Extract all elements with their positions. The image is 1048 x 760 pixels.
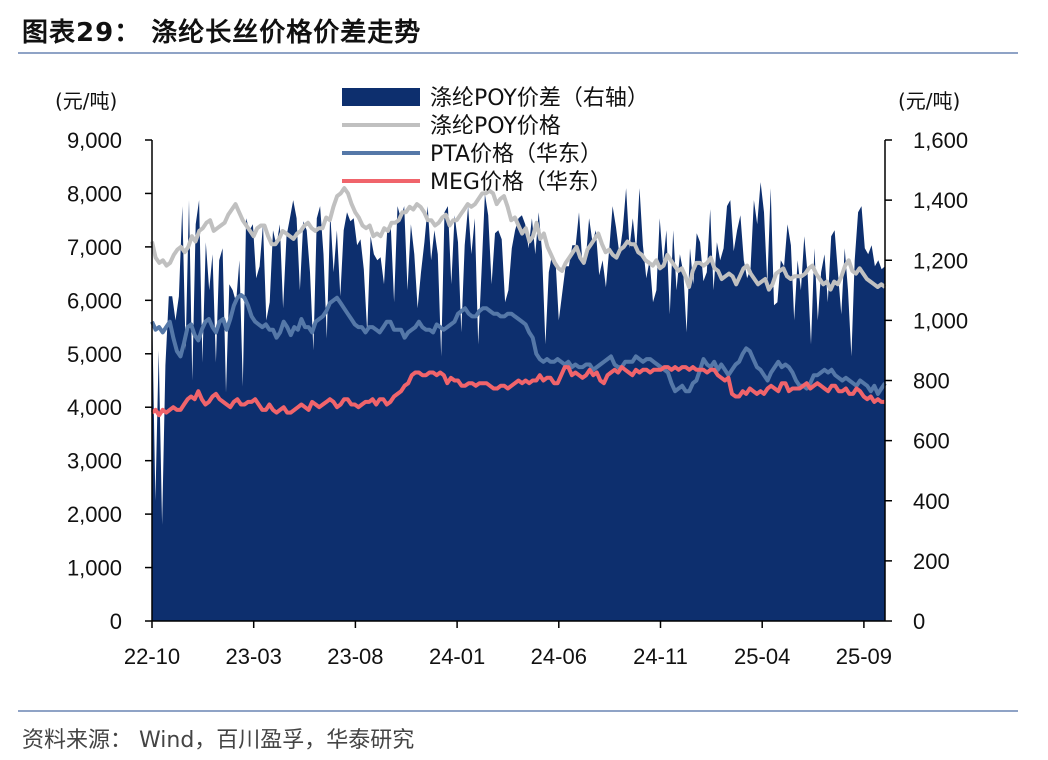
left-tick-label: 8,000 <box>67 181 122 206</box>
x-tick-label: 24-06 <box>531 644 587 669</box>
footer-rule <box>18 710 1018 712</box>
left-tick-label: 9,000 <box>67 128 122 153</box>
right-tick-label: 1,000 <box>913 308 968 333</box>
left-tick-label: 4,000 <box>67 395 122 420</box>
right-tick-label: 0 <box>913 609 925 634</box>
right-tick-label: 600 <box>913 429 950 454</box>
x-tick-label: 25-04 <box>734 644 790 669</box>
x-tick-label: 22-10 <box>124 644 180 669</box>
right-tick-label: 1,200 <box>913 248 968 273</box>
series-poy-spread-area <box>152 182 885 621</box>
series-meg-price-line <box>150 365 885 418</box>
left-axis-unit: (元/吨) <box>55 89 117 113</box>
legend: 涤纶POY价差（右轴） 涤纶POY价格 PTA价格（华东） MEG价格（华东） <box>342 86 649 195</box>
x-tick-label: 23-03 <box>226 644 282 669</box>
legend-label: PTA价格（华东） <box>430 142 602 167</box>
left-tick-label: 1,000 <box>67 556 122 581</box>
price-lines-layer <box>150 186 887 418</box>
x-tick-label: 23-08 <box>327 644 383 669</box>
series-pta-price-line <box>150 293 887 396</box>
x-tick-label: 24-01 <box>429 644 485 669</box>
right-tick-label: 1,400 <box>913 188 968 213</box>
series-poy-price-line <box>150 186 887 292</box>
axes-layer: 0 1,000 2,000 3,000 4,000 5,000 6,000 7,000 8,00… <box>67 128 968 669</box>
title-rule <box>18 52 1018 54</box>
right-tick-label: 400 <box>913 489 950 514</box>
left-tick-label: 2,000 <box>67 502 122 527</box>
legend-label: 涤纶POY价格 <box>430 114 561 139</box>
legend-swatch-area <box>342 88 420 106</box>
right-tick-label: 200 <box>913 549 950 574</box>
right-tick-label: 1,600 <box>913 128 968 153</box>
legend-label: MEG价格（华东） <box>430 170 612 195</box>
x-tick-label: 24-11 <box>633 644 688 669</box>
left-tick-label: 6,000 <box>67 288 122 313</box>
source-note: 资料来源： Wind，百川盈孚，华泰研究 <box>22 728 415 753</box>
left-tick-label: 3,000 <box>67 449 122 474</box>
legend-label: 涤纶POY价差（右轴） <box>430 86 649 111</box>
x-tick-label: 25-09 <box>836 644 892 669</box>
left-tick-label: 0 <box>110 609 122 634</box>
spread-area-layer <box>152 182 885 621</box>
left-tick-label: 7,000 <box>67 235 122 260</box>
left-tick-label: 5,000 <box>67 342 122 367</box>
right-tick-label: 800 <box>913 369 950 394</box>
chart-title: 图表29： 涤纶长丝价格价差走势 <box>22 18 422 48</box>
right-axis-unit: (元/吨) <box>898 89 960 113</box>
